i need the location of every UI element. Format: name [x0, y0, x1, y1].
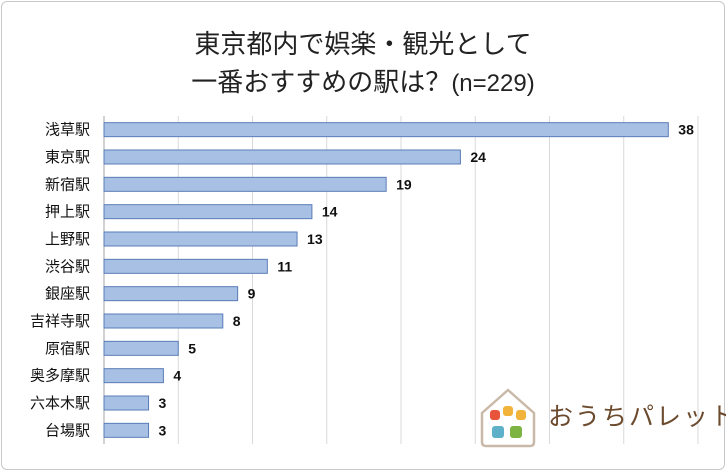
bar	[103, 231, 298, 247]
bar	[103, 122, 669, 138]
bar	[103, 176, 387, 192]
brand-logo	[480, 388, 536, 448]
house-window-5	[510, 426, 522, 438]
category-label: 東京駅	[45, 148, 90, 166]
category-label: 銀座駅	[45, 285, 90, 303]
data-label: 5	[188, 340, 196, 356]
data-label: 24	[470, 149, 486, 165]
chart-title-line2: 一番おすすめの駅は？(n=229)	[0, 62, 726, 99]
data-label: 19	[396, 176, 412, 192]
bar	[103, 340, 179, 356]
house-icon	[480, 388, 536, 448]
category-label: 押上駅	[45, 203, 90, 221]
data-label: 13	[307, 231, 323, 247]
data-label: 4	[173, 368, 181, 384]
bar	[103, 149, 461, 165]
bar	[103, 258, 268, 274]
house-window-2	[503, 406, 513, 416]
bar	[103, 313, 224, 329]
data-label: 9	[248, 286, 256, 302]
data-label: 38	[678, 122, 694, 138]
house-window-4	[492, 426, 504, 438]
category-label: 奥多摩駅	[30, 367, 90, 385]
category-label: 上野駅	[45, 230, 90, 248]
data-label: 8	[233, 313, 241, 329]
house-window-3	[516, 410, 526, 420]
category-label: 渋谷駅	[45, 257, 90, 275]
category-label: 浅草駅	[45, 121, 90, 139]
data-label: 11	[277, 258, 292, 274]
data-label: 14	[322, 204, 338, 220]
bar	[103, 204, 313, 220]
category-label: 吉祥寺駅	[30, 312, 90, 330]
category-label: 原宿駅	[45, 339, 90, 357]
data-label: 3	[159, 395, 167, 411]
bar	[103, 286, 239, 302]
brand-logo-text: おうちパレット	[548, 402, 726, 431]
category-label: 新宿駅	[45, 175, 90, 193]
chart-title-question: 一番おすすめの駅は？	[191, 68, 452, 98]
bar	[103, 368, 164, 384]
data-label: 3	[159, 422, 167, 438]
bar	[103, 395, 150, 411]
chart-title-sample-size: (n=229)	[451, 70, 535, 97]
category-label: 台場駅	[45, 421, 90, 439]
house-window-1	[490, 410, 500, 420]
chart-title-line1: 東京都内で娯楽・観光として	[194, 30, 532, 60]
category-label: 六本木駅	[30, 394, 90, 412]
bar	[103, 422, 150, 438]
